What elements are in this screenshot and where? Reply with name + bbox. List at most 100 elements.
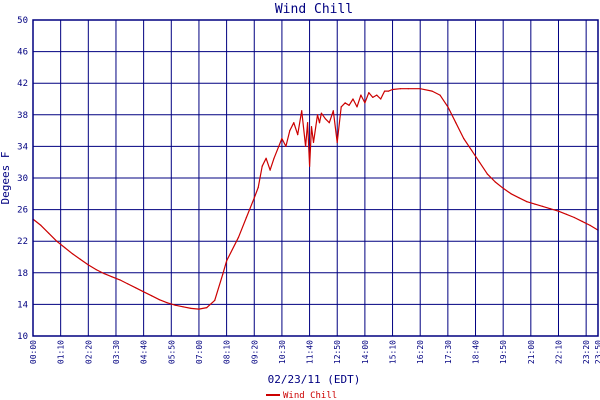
y-tick-label: 34 <box>17 142 28 152</box>
data-point <box>502 187 504 189</box>
data-point <box>534 203 536 205</box>
y-axis-ticks: 10 14 18 22 26 30 34 38 42 46 50 <box>17 16 28 342</box>
data-point <box>368 92 370 94</box>
data-point <box>119 279 121 281</box>
data-point <box>307 122 309 124</box>
x-tick-label: 18:40 <box>472 340 481 364</box>
data-point <box>518 197 520 199</box>
data-point <box>265 157 267 159</box>
data-point <box>320 112 322 114</box>
data-point <box>206 307 208 309</box>
data-point <box>127 283 129 285</box>
data-point <box>301 110 303 112</box>
x-tick-label: 15:10 <box>389 340 398 364</box>
data-point <box>135 287 137 289</box>
data-point <box>510 193 512 195</box>
series-points <box>32 88 599 310</box>
data-point <box>380 98 382 100</box>
data-point <box>261 165 263 167</box>
x-tick-label: 02:20 <box>84 340 93 364</box>
data-point <box>352 98 354 100</box>
y-tick-label: 26 <box>17 206 28 216</box>
x-tick-label: 04:40 <box>140 340 149 364</box>
data-point <box>455 122 457 124</box>
data-point <box>565 213 568 215</box>
data-point <box>557 210 560 212</box>
chart-title: Wind Chill <box>275 2 353 17</box>
data-point <box>190 307 192 309</box>
y-tick-label: 42 <box>17 79 28 89</box>
data-point <box>486 173 488 175</box>
x-tick-label: 14:00 <box>361 340 370 364</box>
data-point <box>324 118 326 120</box>
data-point <box>573 216 575 219</box>
data-point <box>237 236 240 238</box>
y-tick-label: 50 <box>17 16 28 26</box>
data-point <box>471 149 473 151</box>
x-tick-label: 12:50 <box>333 340 342 364</box>
data-point <box>372 96 374 98</box>
data-point <box>550 208 552 210</box>
data-point <box>253 197 255 199</box>
y-tick-label: 10 <box>17 332 28 342</box>
data-point <box>494 181 496 183</box>
data-point <box>344 102 346 104</box>
data-point <box>111 276 113 278</box>
x-axis-label: 02/23/11 (EDT) <box>268 373 361 386</box>
data-point <box>293 122 295 124</box>
x-tick-label: 10:30 <box>278 340 287 364</box>
plot-frame <box>32 19 599 337</box>
data-point <box>285 145 287 147</box>
series-layer <box>32 88 599 310</box>
x-tick-label: 03:30 <box>112 340 121 364</box>
data-point <box>388 90 390 92</box>
data-point <box>399 88 401 90</box>
data-point <box>269 169 271 171</box>
legend-label: Wind Chill <box>283 391 337 400</box>
data-point <box>289 130 291 132</box>
data-point <box>478 161 481 163</box>
y-tick-label: 38 <box>17 111 28 121</box>
y-tick-label: 14 <box>17 300 28 310</box>
data-point <box>340 106 342 108</box>
data-point <box>318 122 321 124</box>
data-point <box>310 126 313 128</box>
x-tick-label: 09:20 <box>250 340 259 364</box>
data-point <box>245 216 247 219</box>
x-tick-label: 17:30 <box>444 340 453 364</box>
data-point <box>364 102 366 104</box>
x-tick-label: 23:50 <box>594 340 600 364</box>
x-tick-label: 23:20 <box>582 340 591 364</box>
x-axis-ticks: 00:00 01:10 02:20 03:30 04:40 05:50 07:00 08:10… <box>29 340 600 364</box>
data-point <box>312 141 315 143</box>
data-point <box>542 205 544 207</box>
data-point <box>360 94 362 96</box>
y-tick-label: 18 <box>17 269 28 279</box>
data-point <box>348 104 350 106</box>
x-tick-label: 05:50 <box>167 340 176 364</box>
data-point <box>431 90 433 92</box>
x-tick-label: 01:10 <box>57 340 66 364</box>
data-point <box>214 299 216 301</box>
data-point <box>95 269 97 271</box>
legend: Wind Chill <box>266 391 337 400</box>
data-point <box>40 224 42 226</box>
data-point <box>391 88 394 91</box>
data-point <box>182 306 184 308</box>
data-point <box>309 165 311 167</box>
data-point <box>589 224 591 226</box>
data-point <box>71 253 74 255</box>
data-point <box>166 302 168 304</box>
data-point <box>158 299 160 301</box>
data-point <box>384 90 386 92</box>
data-point <box>439 94 441 96</box>
data-point <box>305 145 307 147</box>
data-point <box>103 273 105 275</box>
data-point <box>407 88 409 90</box>
data-point <box>328 122 330 124</box>
data-point <box>447 106 449 108</box>
x-tick-label: 19:50 <box>499 340 508 364</box>
data-point <box>581 220 583 222</box>
